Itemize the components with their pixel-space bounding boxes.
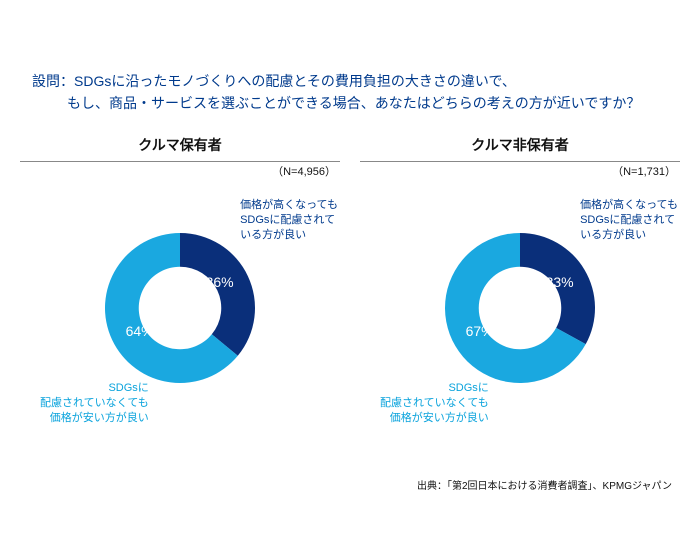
legend-line: 配慮されていなくても (40, 397, 149, 409)
legend-line: 価格が安い方が良い (50, 412, 149, 424)
legend-line: 価格が安い方が良い (390, 412, 489, 424)
legend-line: SDGsに配慮されて (240, 214, 335, 226)
source-citation: 出典：「第2回日本における消費者調査」、KPMGジャパン (417, 477, 672, 492)
legend-price-priority: SDGsに 配慮されていなくても 価格が安い方が良い (40, 381, 149, 426)
survey-question: 設問：SDGsに沿ったモノづくりへの配慮とその費用負担の大きさの違いで、 もし、… (32, 70, 640, 115)
legend-sdgs-priority: 価格が高くなっても SDGsに配慮されて いる方が良い (580, 198, 678, 243)
question-line-1: 設問：SDGsに沿ったモノづくりへの配慮とその費用負担の大きさの違いで、 (32, 73, 516, 89)
donut-segment (180, 233, 255, 356)
donut-chart (100, 228, 260, 388)
pct-sdgs: 33% (546, 274, 574, 290)
legend-line: 価格が高くなっても (240, 199, 338, 211)
pct-sdgs: 36% (206, 274, 234, 290)
pct-price: 64% (126, 323, 154, 339)
donut-chart (440, 228, 600, 388)
donut-wrap: 価格が高くなっても SDGsに配慮されて いる方が良い SDGsに 配慮されてい… (360, 162, 680, 422)
question-line-2: もし、商品・サービスを選ぶことができる場合、あなたはどちらの考えの方が近いですか… (67, 95, 640, 111)
legend-line: SDGsに (448, 382, 488, 394)
panel-title: クルマ非保有者 (360, 135, 680, 162)
legend-price-priority: SDGsに 配慮されていなくても 価格が安い方が良い (380, 381, 489, 426)
page: 設問：SDGsに沿ったモノづくりへの配慮とその費用負担の大きさの違いで、 もし、… (0, 0, 700, 556)
donut-wrap: 価格が高くなっても SDGsに配慮されて いる方が良い SDGsに 配慮されてい… (20, 162, 340, 422)
legend-line: SDGsに (108, 382, 148, 394)
legend-line: 配慮されていなくても (380, 397, 489, 409)
legend-line: SDGsに配慮されて (580, 214, 675, 226)
panel-car-owners: クルマ保有者 （N=4,956） 価格が高くなっても SDGsに配慮されて いる… (20, 135, 340, 422)
legend-sdgs-priority: 価格が高くなっても SDGsに配慮されて いる方が良い (240, 198, 338, 243)
panel-title: クルマ保有者 (20, 135, 340, 162)
pct-price: 67% (466, 323, 494, 339)
legend-line: 価格が高くなっても (580, 199, 678, 211)
panel-non-car-owners: クルマ非保有者 （N=1,731） 価格が高くなっても SDGsに配慮されて い… (360, 135, 680, 422)
legend-line: いる方が良い (580, 229, 646, 241)
legend-line: いる方が良い (240, 229, 306, 241)
charts-row: クルマ保有者 （N=4,956） 価格が高くなっても SDGsに配慮されて いる… (20, 135, 680, 422)
